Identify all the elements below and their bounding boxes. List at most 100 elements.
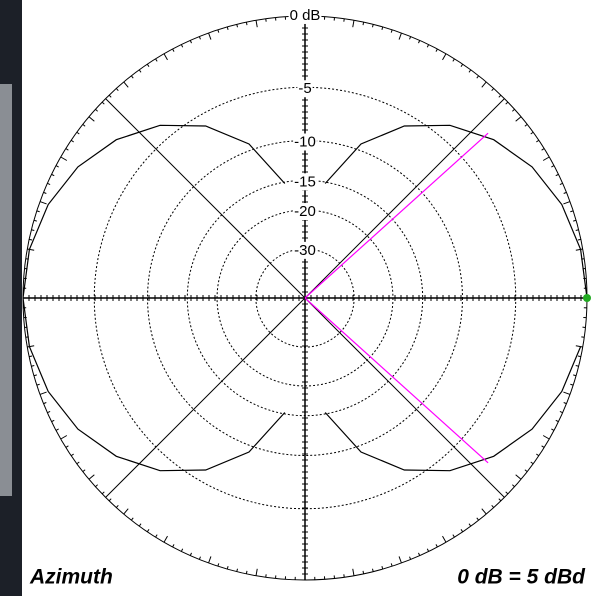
ring-label: 0 dB [290, 7, 321, 24]
page: {"chart_data": {"type": "polar", "scale"… [0, 0, 593, 596]
outer-tick [52, 420, 55, 421]
outer-tick [31, 230, 34, 231]
outer-tick [536, 140, 538, 142]
outer-tick [564, 192, 567, 193]
outer-tick [551, 429, 554, 430]
outer-tick [156, 535, 158, 538]
outer-tick [353, 569, 354, 576]
outer-tick [564, 403, 567, 404]
outer-tick [418, 553, 419, 556]
outer-tick [227, 566, 228, 569]
outer-tick [543, 436, 549, 440]
outer-tick [56, 429, 59, 430]
side-panel [0, 84, 12, 496]
outer-tick [29, 239, 32, 240]
outer-tick [570, 384, 573, 385]
outer-tick [578, 356, 581, 357]
outer-tick [29, 356, 32, 357]
outer-tick [391, 563, 392, 566]
outer-tick [181, 45, 182, 48]
outer-tick [542, 446, 545, 448]
outer-tick [516, 475, 521, 479]
outer-tick [44, 403, 47, 404]
outer-tick [199, 557, 200, 560]
outer-tick [560, 183, 563, 184]
outer-tick [556, 174, 559, 175]
outer-tick [525, 470, 527, 472]
outer-tick [469, 524, 471, 526]
ring-label: -30 [294, 242, 316, 259]
max-marker [583, 294, 591, 302]
outer-tick [173, 49, 174, 52]
outer-tick [499, 499, 501, 501]
outer-tick [516, 117, 521, 121]
outer-tick [52, 174, 55, 175]
outer-tick [27, 346, 34, 347]
outer-tick [61, 436, 67, 440]
outer-tick [116, 88, 118, 90]
outer-tick [83, 470, 85, 472]
outer-tick [382, 27, 383, 30]
outer-tick [147, 64, 149, 66]
outer-tick [410, 557, 411, 560]
outer-tick [77, 462, 79, 464]
outer-tick [109, 499, 111, 501]
outer-tick [37, 384, 40, 385]
outer-tick [37, 211, 40, 212]
outer-tick [499, 95, 501, 97]
outer-tick [31, 365, 34, 366]
outer-tick [27, 249, 34, 250]
outer-tick [443, 536, 447, 542]
outer-tick [237, 569, 238, 572]
outer-tick [482, 82, 486, 87]
pattern [325, 347, 580, 471]
outer-tick [61, 157, 67, 161]
outer-tick [44, 192, 47, 193]
outer-tick [66, 446, 69, 448]
outer-tick [576, 230, 579, 231]
outer-tick [391, 30, 392, 33]
outer-tick [156, 59, 158, 62]
outer-tick [576, 346, 583, 347]
outer-tick [512, 485, 514, 487]
outer-tick [531, 462, 533, 464]
outer-tick [578, 239, 581, 240]
axis-label: Azimuth [29, 566, 113, 589]
outer-tick [109, 95, 111, 97]
outer-tick [89, 475, 94, 479]
outer-tick [209, 33, 211, 40]
outer-tick [461, 529, 463, 531]
outer-tick [399, 33, 401, 40]
outer-tick [492, 505, 494, 507]
outer-tick [453, 59, 455, 62]
outer-tick [543, 157, 549, 161]
outer-tick [573, 375, 576, 376]
outer-tick [436, 49, 437, 52]
ring-label: -15 [294, 173, 316, 190]
outer-tick [83, 124, 85, 126]
outer-tick [71, 140, 73, 142]
outer-tick [34, 220, 37, 221]
outer-tick [418, 40, 419, 43]
outer-tick [164, 536, 168, 542]
outer-tick [246, 22, 247, 25]
outer-tick [40, 202, 47, 204]
outer-tick [199, 37, 200, 40]
outer-tick [256, 569, 257, 576]
outer-tick [372, 569, 373, 572]
outer-tick [410, 37, 411, 40]
outer-tick [116, 505, 118, 507]
outer-tick [102, 492, 104, 494]
outer-tick [47, 183, 50, 184]
outer-tick [71, 454, 73, 456]
outer-tick [89, 117, 94, 121]
outer-tick [95, 485, 97, 487]
outer-tick [512, 109, 514, 111]
outer-tick [40, 392, 47, 394]
outer-tick [560, 411, 563, 412]
outer-tick [570, 211, 573, 212]
outer-tick [443, 54, 447, 60]
outer-tick [453, 535, 455, 538]
outer-tick [47, 411, 50, 412]
outer-tick [173, 544, 174, 547]
